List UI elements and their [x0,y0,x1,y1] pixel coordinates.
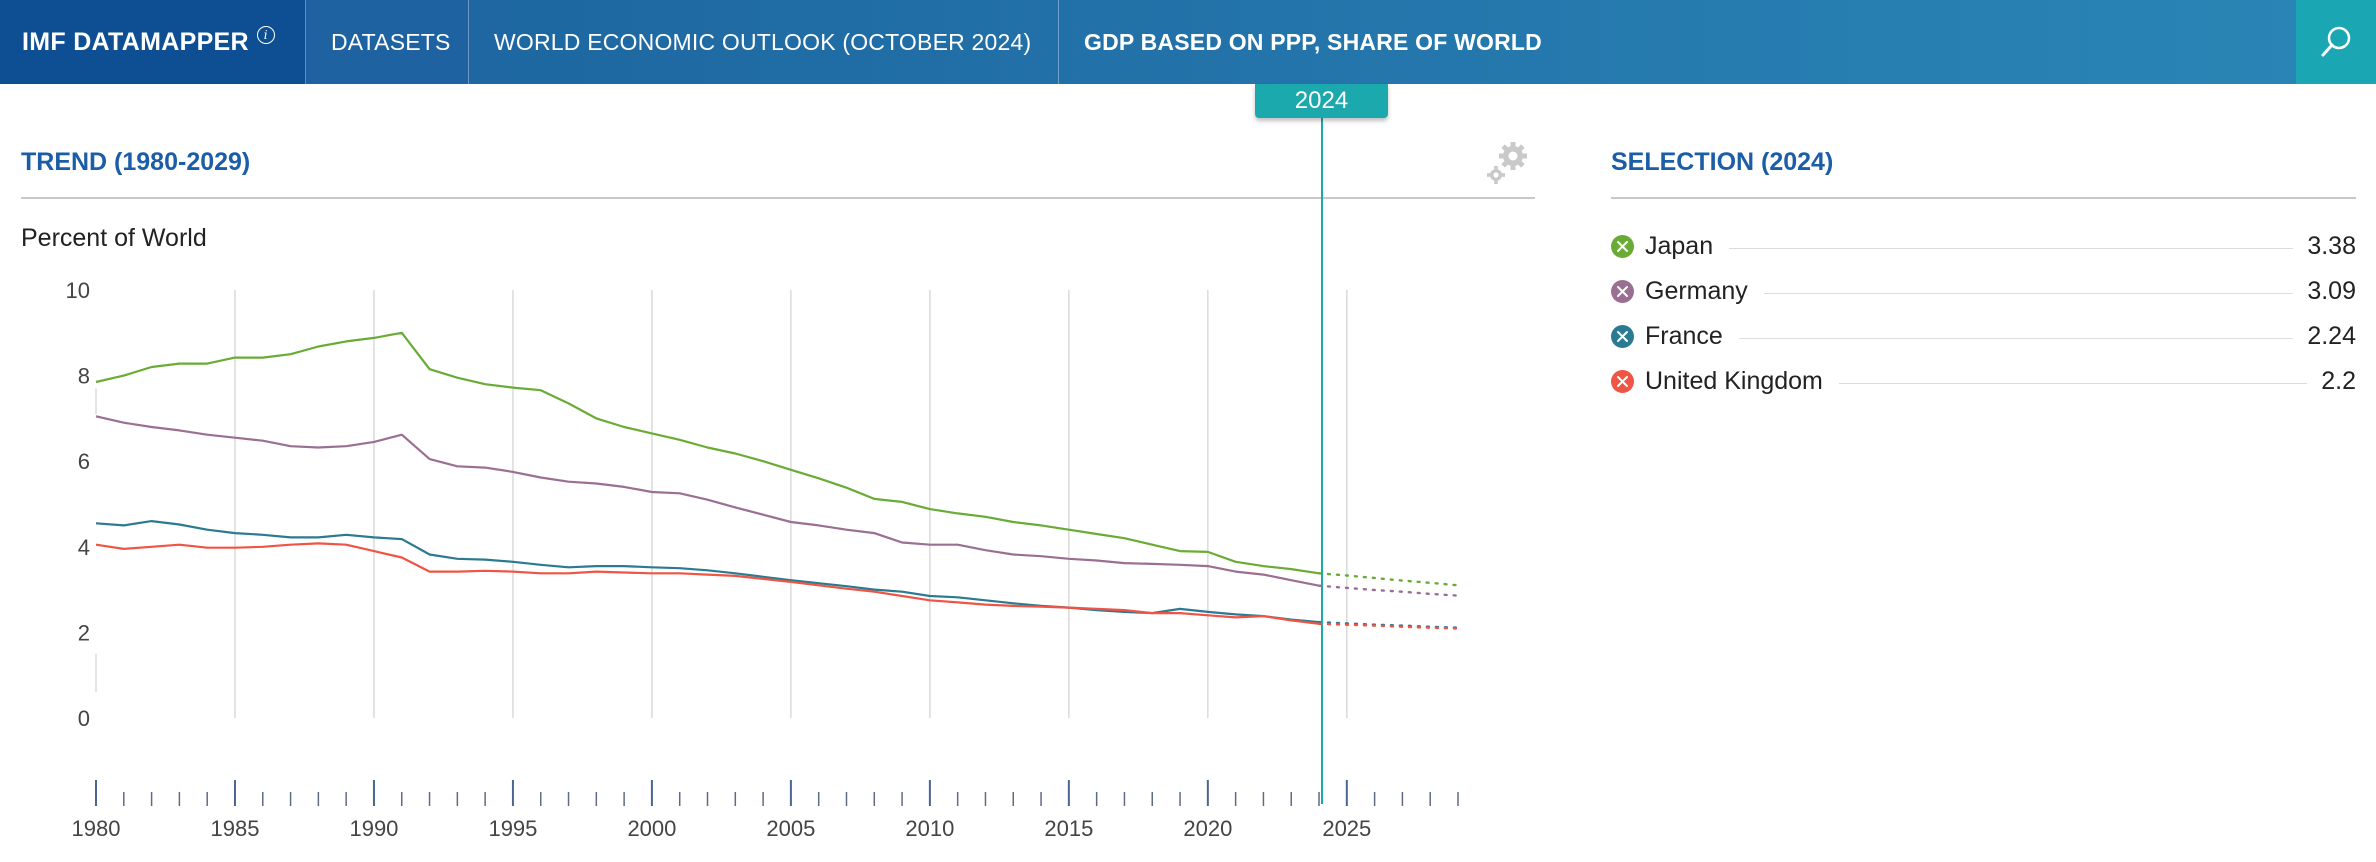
remove-icon[interactable] [1611,325,1634,348]
y-tick-label: 4 [78,535,90,560]
series-line-japan[interactable] [95,331,1320,575]
x-tick-label: 2025 [1322,816,1371,841]
legend-leader-line [1838,383,2308,384]
x-tick-label: 1980 [72,816,121,841]
legend-leader-line [1763,293,2294,294]
y-tick-label: 8 [78,364,90,389]
x-axis: 1980 1985 1990 1995 2000 2005 2010 2015 2020 2025 [72,780,1459,841]
series-projection-germany[interactable] [1317,584,1460,597]
legend-item-france[interactable]: France 2.24 [1611,314,2356,359]
info-icon[interactable]: i [256,26,275,44]
series-projection-france[interactable] [1317,620,1460,629]
legend-item-germany[interactable]: Germany 3.09 [1611,269,2356,314]
legend-item-value: 2.24 [2307,322,2356,350]
nav-datasets[interactable]: DATASETS [306,0,469,84]
series-projection-united-kingdom[interactable] [1317,622,1460,630]
series-projection-japan[interactable] [1317,572,1460,587]
x-tick-label: 1990 [349,816,398,841]
remove-icon[interactable] [1611,235,1634,258]
legend-item-name: Japan [1645,232,1714,260]
x-tick-label: 1995 [488,816,537,841]
search-icon [2321,26,2351,57]
legend-leader-line [1729,248,2294,249]
remove-icon[interactable] [1611,370,1634,393]
nav-world-economic-outlook[interactable]: WORLD ECONOMIC OUTLOOK (OCTOBER 2024) [469,0,1059,84]
legend-item-name: France [1645,322,1723,350]
legend-item-value: 2.2 [2321,367,2356,395]
search-button[interactable] [2296,0,2376,84]
x-tick-label: 2005 [766,816,815,841]
x-tick-label: 1985 [211,816,260,841]
brand-logo[interactable]: IMF DATAMAPPER i [0,0,306,84]
selection-divider [1611,197,2356,199]
y-tick-label: 2 [78,620,90,645]
series-line-germany[interactable] [95,415,1320,587]
y-tick-label: 6 [78,449,90,474]
x-tick-label: 2010 [905,816,954,841]
chart-settings-button[interactable] [1484,140,1530,191]
brand-title[interactable]: IMF DATAMAPPER [22,27,249,56]
legend-item-name: Germany [1645,277,1748,305]
y-axis: 0 2 4 6 8 10 [66,278,90,731]
gear-icon [1487,142,1527,184]
selection-legend: Japan 3.38 Germany 3.09 France 2.24 Unit… [1611,224,2356,404]
legend-item-united-kingdom[interactable]: United Kingdom 2.2 [1611,359,2356,404]
x-tick-label: 2000 [627,816,676,841]
legend-item-name: United Kingdom [1645,367,1823,395]
series-line-france[interactable] [95,520,1320,624]
legend-item-value: 3.09 [2307,277,2356,305]
x-tick-label: 2020 [1183,816,1232,841]
trend-divider [21,197,1535,199]
selected-year-handle[interactable]: 2024 [1255,84,1388,118]
y-axis-unit-label: Percent of World [21,224,207,252]
legend-leader-line [1738,338,2294,339]
legend-item-japan[interactable]: Japan 3.38 [1611,224,2356,269]
selection-title: SELECTION (2024) [1611,148,1834,176]
chart-gridlines [95,290,1348,718]
x-tick-label: 2015 [1044,816,1093,841]
y-tick-label: 10 [66,278,90,303]
y-tick-label: 0 [78,706,90,731]
series-line-united-kingdom[interactable] [95,542,1320,625]
selected-year-line[interactable] [1321,118,1323,804]
top-navigation-bar: IMF DATAMAPPER i DATASETS WORLD ECONOMIC… [0,0,2376,84]
chart-series [95,331,1460,630]
remove-icon[interactable] [1611,280,1634,303]
legend-item-value: 3.38 [2307,232,2356,260]
trend-title: TREND (1980-2029) [21,148,251,176]
nav-indicator[interactable]: GDP BASED ON PPP, SHARE OF WORLD [1084,28,1542,55]
trend-line-chart[interactable]: 0 2 4 6 8 10 1980 1985 1990 1995 2000 2005 2010 2015… [0,84,1560,862]
